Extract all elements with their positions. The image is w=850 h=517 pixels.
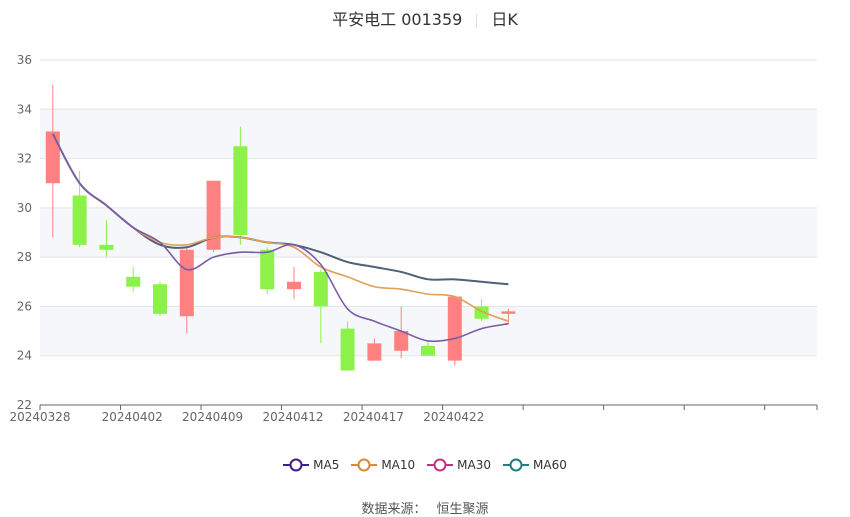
candle-body (72, 195, 87, 245)
y-tick-label: 24 (17, 349, 32, 363)
chart-title: 平安电工 001359 日K (0, 6, 850, 30)
grid-band (40, 207, 817, 258)
candle-body (153, 284, 167, 314)
candle-body (394, 331, 409, 351)
candle-body (179, 249, 194, 317)
legend-item-ma5[interactable]: MA5 (283, 458, 339, 472)
y-tick-label: 26 (17, 299, 32, 313)
period-label: 日K (491, 10, 518, 29)
y-tick-label: 22 (17, 398, 32, 412)
legend-marker-icon (503, 458, 530, 472)
source-provider: 恒生聚源 (436, 502, 489, 517)
candle-body (501, 311, 516, 314)
candle-body (260, 249, 275, 290)
candle-body (340, 328, 355, 371)
y-tick-label: 28 (17, 250, 32, 264)
legend-item-ma60[interactable]: MA60 (503, 458, 567, 472)
x-tick-label: 20240412 (262, 410, 323, 424)
candle-body (313, 271, 328, 307)
y-tick-label: 32 (17, 152, 32, 166)
title-separator (476, 13, 478, 28)
legend: MA5 MA10 MA30 MA60 (0, 458, 850, 475)
legend-label: MA10 (381, 458, 416, 472)
legend-label: MA30 (457, 458, 492, 472)
stock-name: 平安电工 001359 (332, 10, 463, 29)
candle-body (126, 276, 141, 287)
legend-label: MA5 (313, 458, 340, 472)
x-tick-label: 20240402 (102, 410, 163, 424)
x-tick-label: 20240422 (423, 410, 484, 424)
candle-body (99, 244, 114, 250)
x-tick-label: 20240328 (9, 410, 70, 424)
legend-item-ma30[interactable]: MA30 (427, 458, 491, 472)
candle-body (287, 281, 301, 290)
candle-body (447, 296, 462, 361)
candle-body (233, 146, 248, 235)
data-source: 数据来源： 恒生聚源 (0, 498, 850, 517)
legend-item-ma10[interactable]: MA10 (351, 458, 415, 472)
legend-label: MA60 (533, 458, 567, 472)
candlestick-chart: 22 24 26 28 30 32 34 36 20240328 20240402 20240409… (9, 53, 818, 424)
grid-band (40, 109, 817, 159)
y-tick-label: 30 (17, 201, 32, 215)
y-tick-label: 36 (17, 53, 32, 67)
candle-body (421, 345, 435, 356)
x-tick-label: 20240409 (182, 410, 243, 424)
x-tick-label: 20240417 (343, 410, 404, 424)
source-label: 数据来源： (361, 502, 427, 517)
candle-body (45, 131, 60, 184)
legend-marker-icon (283, 458, 310, 472)
legend-marker-icon (427, 458, 454, 472)
legend-marker-icon (351, 458, 378, 472)
line-ma5 (52, 133, 509, 343)
y-tick-label: 34 (17, 102, 32, 116)
candle-body (367, 343, 382, 361)
candle-body (206, 180, 221, 250)
